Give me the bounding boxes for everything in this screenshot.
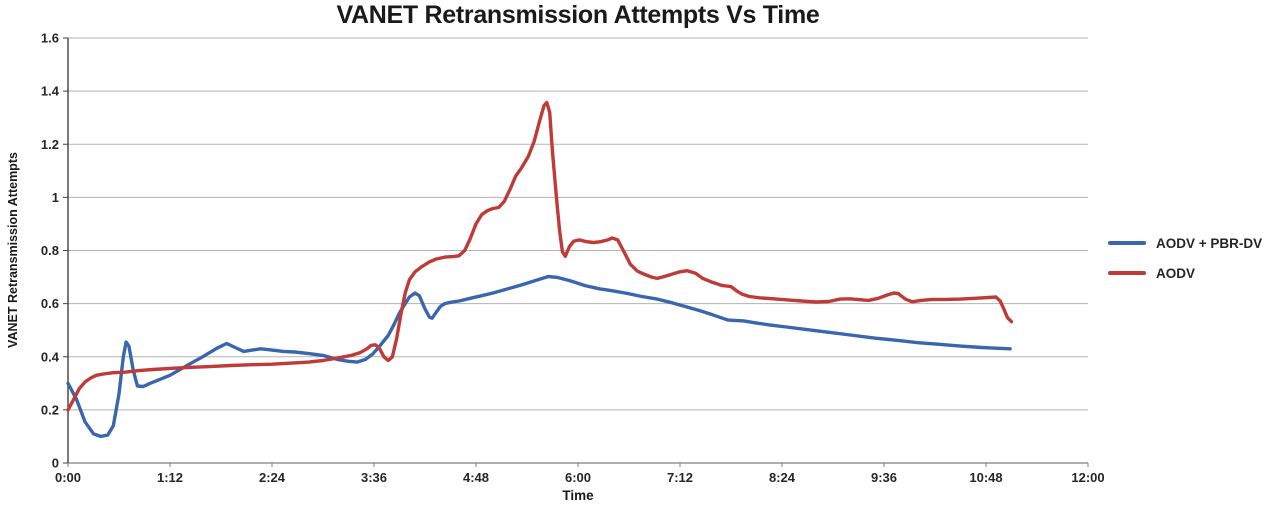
legend: AODV + PBR-DV AODV: [1108, 234, 1262, 282]
x-axis-title: Time: [562, 488, 594, 503]
legend-line-swatch-red: [1108, 271, 1146, 275]
y-tick-label: 1: [52, 190, 59, 205]
x-tick-label: 3:36: [361, 470, 387, 485]
x-tick-label: 9:36: [871, 470, 897, 485]
legend-label: AODV: [1156, 265, 1196, 281]
legend-line-swatch-blue: [1108, 241, 1146, 245]
series-line-aodv-pbr-dv: [66, 274, 1012, 439]
legend-label: AODV + PBR-DV: [1156, 235, 1263, 251]
legend-item-aodv: AODV: [1108, 264, 1262, 282]
x-tick-label: 7:12: [667, 470, 693, 485]
x-tick-label: 2:24: [259, 470, 286, 485]
x-tick-label: 6:00: [565, 470, 591, 485]
y-tick-label: 0.6: [41, 296, 59, 311]
x-tick-label: 0:00: [55, 470, 81, 485]
x-tick-label: 4:48: [463, 470, 489, 485]
y-tick-label: 1.4: [41, 84, 60, 99]
chart-title: VANET Retransmission Attempts Vs Time: [336, 1, 820, 29]
y-tick-label: 1.6: [41, 31, 59, 46]
x-tick-label: 10:48: [969, 470, 1002, 485]
series-line-aodv: [66, 100, 1014, 412]
legend-item-aodv-pbr-dv: AODV + PBR-DV: [1108, 234, 1262, 252]
y-tick-label: 0.4: [41, 349, 60, 364]
y-tick-label: 1.2: [41, 137, 59, 152]
y-axis-title: VANET Retransmission Attempts: [6, 152, 20, 348]
x-tick-label: 12:00: [1071, 470, 1104, 485]
y-tick-label: 0.2: [41, 402, 59, 417]
x-tick-label: 1:12: [157, 470, 183, 485]
x-tick-label: 8:24: [769, 470, 796, 485]
y-tick-label: 0.8: [41, 243, 59, 258]
y-tick-label: 0: [52, 456, 59, 471]
